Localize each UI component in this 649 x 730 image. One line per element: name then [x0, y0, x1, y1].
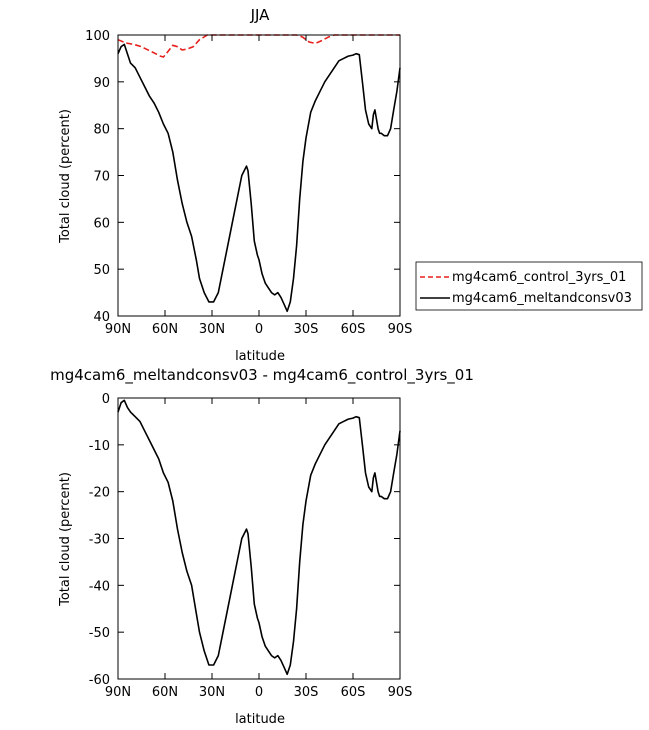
- bottom-ytick-label: -30: [89, 533, 110, 548]
- legend-label-meltandconsv: mg4cam6_meltandconsv03: [452, 291, 632, 306]
- top-xtick-label: 90S: [388, 322, 413, 337]
- bottom-xtick-label: 0: [255, 685, 263, 700]
- top-panel: JJA 90N 60N 30N 0 30S 60S 90S 40 50 60 70 80 90 100 l…: [58, 6, 412, 364]
- bottom-x-axis-label: latitude: [235, 712, 285, 727]
- bottom-y-axis-label: Total cloud (percent): [58, 472, 73, 607]
- top-xtick-label: 90N: [105, 322, 131, 337]
- bottom-ytick-label: -10: [89, 439, 110, 454]
- bottom-xtick-label: 90N: [105, 685, 131, 700]
- bottom-ytick-label: -20: [89, 486, 110, 501]
- legend-box: [415, 261, 643, 311]
- top-y-axis-label: Total cloud (percent): [58, 109, 73, 244]
- bottom-plot-frame: [117, 397, 401, 680]
- top-ytick-label: 100: [85, 29, 110, 44]
- bottom-panel: mg4cam6_meltandconsv03 - mg4cam6_control…: [50, 366, 474, 727]
- top-series-line-0: [117, 34, 400, 58]
- top-x-axis-label: latitude: [235, 349, 285, 364]
- top-ytick-label: 50: [93, 263, 110, 278]
- bottom-ytick-label: 0: [102, 392, 110, 407]
- top-series-line-1: [117, 43, 401, 313]
- top-ytick-label: 40: [93, 310, 110, 325]
- bottom-xtick-label: 30N: [199, 685, 225, 700]
- legend-label-control: mg4cam6_control_3yrs_01: [452, 270, 626, 285]
- top-xtick-label: 60S: [341, 322, 366, 337]
- top-ytick-label: 90: [93, 76, 110, 91]
- bottom-xtick-label: 60N: [152, 685, 178, 700]
- top-xtick-label: 30N: [199, 322, 225, 337]
- top-ytick-label: 70: [93, 170, 110, 185]
- top-ytick-label: 60: [93, 216, 110, 231]
- top-ytick-label: 80: [93, 123, 110, 138]
- bottom-series-line-0: [117, 399, 401, 676]
- top-plot-frame: [117, 34, 401, 317]
- bottom-xtick-label: 60S: [341, 685, 366, 700]
- legend: mg4cam6_control_3yrs_01 mg4cam6_meltandc…: [415, 261, 643, 311]
- top-chart-title: JJA: [250, 6, 271, 24]
- bottom-ytick-label: -50: [89, 626, 110, 641]
- bottom-xtick-label: 90S: [388, 685, 413, 700]
- top-xtick-label: 60N: [152, 322, 178, 337]
- bottom-ytick-label: -60: [89, 673, 110, 688]
- top-xtick-label: 30S: [294, 322, 319, 337]
- top-xtick-label: 0: [255, 322, 263, 337]
- bottom-ytick-label: -40: [89, 579, 110, 594]
- bottom-chart-title: mg4cam6_meltandconsv03 - mg4cam6_control…: [50, 366, 474, 385]
- bottom-xtick-label: 30S: [294, 685, 319, 700]
